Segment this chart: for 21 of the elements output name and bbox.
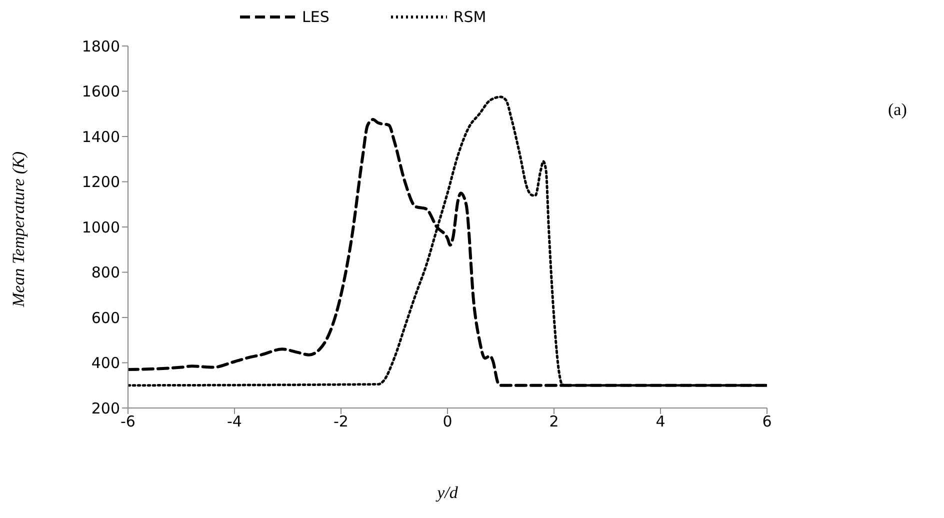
y-tick-label: 1200 <box>82 173 120 192</box>
text: (a) <box>888 100 907 120</box>
y-tick-label: 600 <box>91 308 120 327</box>
x-axis-title: y/d <box>435 483 458 502</box>
y-tick-label: 1000 <box>82 218 120 236</box>
x-tick-label: 0 <box>442 412 452 431</box>
y-tick-label: 400 <box>91 354 120 372</box>
y-tick-label: 200 <box>91 399 120 418</box>
legend-label: LES <box>302 8 330 26</box>
y-tick-label: 1600 <box>82 82 120 101</box>
x-tick-label: -2 <box>334 412 348 431</box>
y-tick-label: 1400 <box>82 128 120 146</box>
y-axis-title: Mean Temperature (K) <box>9 151 28 308</box>
x-tick-label: -6 <box>120 412 136 431</box>
x-tick-label: 6 <box>762 412 772 431</box>
x-tick-label: 4 <box>656 412 666 431</box>
legend-label: RSM <box>453 8 486 26</box>
y-tick-label: 800 <box>91 264 120 282</box>
x-tick-label: -4 <box>227 412 242 431</box>
x-tick-label: 2 <box>549 412 559 431</box>
y-tick-label: 1800 <box>82 37 120 56</box>
